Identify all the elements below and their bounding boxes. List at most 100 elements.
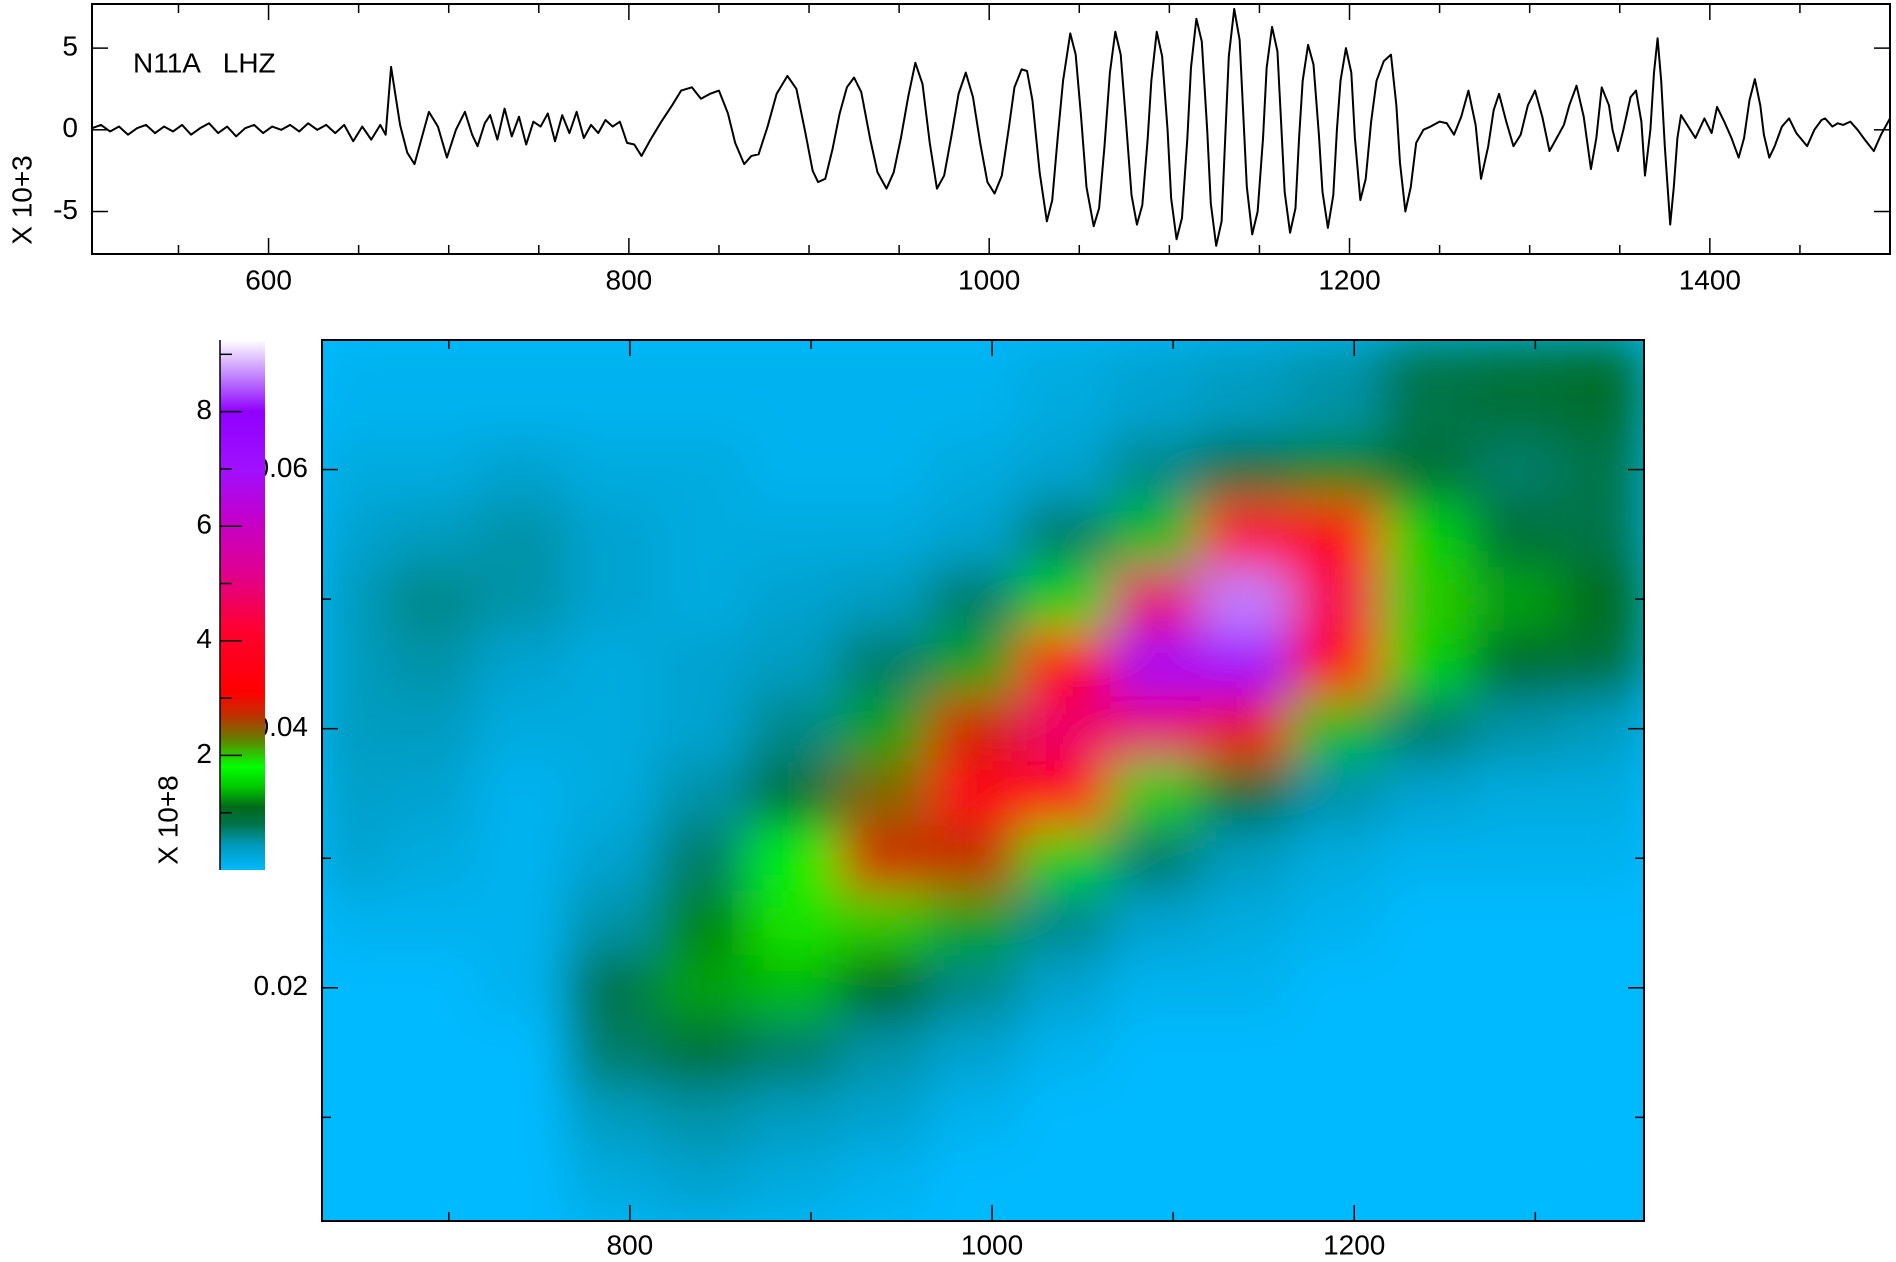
heatmap-cell xyxy=(1562,1084,1644,1151)
heatmap-cell xyxy=(385,1020,477,1086)
heatmap-cell xyxy=(566,1020,658,1086)
heatmap-cell xyxy=(322,566,386,633)
heatmap-cell xyxy=(1109,955,1201,1021)
heatmap-cell xyxy=(1290,437,1382,503)
heatmap-cell xyxy=(1109,340,1201,438)
heatmap-cell xyxy=(1200,566,1292,633)
heatmap-cell xyxy=(1019,340,1111,438)
heatmap-cell xyxy=(1109,1084,1201,1151)
heatmap-cell xyxy=(1200,955,1292,1021)
heatmap-cell xyxy=(475,1084,567,1151)
heatmap-cell xyxy=(1381,1020,1473,1086)
heatmap-cell xyxy=(838,631,930,697)
heatmap-cell xyxy=(1109,437,1201,503)
heatmap-cell xyxy=(928,566,1020,633)
heatmap-cell xyxy=(1200,501,1292,568)
heatmap-cell xyxy=(566,890,658,956)
heatmap-cell xyxy=(475,437,567,503)
heatmap-cell xyxy=(1019,696,1111,762)
heatmap-cell xyxy=(928,501,1020,568)
heatmap-cell xyxy=(1381,1149,1473,1221)
heatmap-cell xyxy=(385,890,477,956)
heatmap-cell xyxy=(322,631,386,697)
heatmap-cell xyxy=(1200,340,1292,438)
heatmap-cell xyxy=(928,631,1020,697)
heatmap-cell xyxy=(1381,437,1473,503)
heatmap-cell xyxy=(566,631,658,697)
heatmap-cell xyxy=(928,955,1020,1021)
heatmap-cell xyxy=(1471,437,1564,503)
x-tick-label: 1000 xyxy=(958,264,1020,295)
heatmap-cell xyxy=(1200,631,1292,697)
heatmap-cell xyxy=(1290,340,1382,438)
heatmap-cell xyxy=(566,1149,658,1221)
heatmap-cell xyxy=(566,566,658,633)
heatmap-cell xyxy=(1290,501,1382,568)
heatmap-cell xyxy=(1471,761,1564,827)
heatmap-cell xyxy=(385,761,477,827)
heatmap-cell xyxy=(566,955,658,1021)
heatmap-cell xyxy=(928,340,1020,438)
heatmap-cell xyxy=(747,761,839,827)
heatmap-cell xyxy=(1109,1020,1201,1086)
heatmap-cell xyxy=(1019,761,1111,827)
heatmap-cell xyxy=(322,340,386,438)
heatmap-cell xyxy=(1109,825,1201,892)
heatmap-cell xyxy=(1290,825,1382,892)
colorbar xyxy=(220,340,265,870)
heatmap-cell xyxy=(475,955,567,1021)
heatmap-cell xyxy=(1381,1084,1473,1151)
heatmap-cell xyxy=(475,1149,567,1221)
heatmap-cell xyxy=(657,696,749,762)
heatmap-cell xyxy=(322,890,386,956)
heatmap-cell xyxy=(1381,890,1473,956)
y-tick-label: 5 xyxy=(62,31,78,62)
heatmap-cell xyxy=(475,1020,567,1086)
heatmap-cell xyxy=(1471,1084,1564,1151)
heatmap-cell xyxy=(928,761,1020,827)
heatmap-cell xyxy=(1109,761,1201,827)
heatmap-cell xyxy=(566,501,658,568)
heatmap-cell xyxy=(1381,631,1473,697)
heatmap-cell xyxy=(385,566,477,633)
heatmap-cell xyxy=(1471,696,1564,762)
heatmap-cell xyxy=(1109,696,1201,762)
heatmap-cell xyxy=(566,437,658,503)
heatmap-cell xyxy=(657,955,749,1021)
heatmap-cell xyxy=(475,761,567,827)
heatmap-cell xyxy=(747,825,839,892)
heatmap-cell xyxy=(838,890,930,956)
heatmap-cell xyxy=(1381,501,1473,568)
heatmap-cell xyxy=(385,340,477,438)
y-tick-label: 0 xyxy=(62,112,78,143)
heatmap-cell xyxy=(1019,1020,1111,1086)
heatmap-cell xyxy=(1562,1020,1644,1086)
heatmap-cell xyxy=(1562,631,1644,697)
plot-frame xyxy=(321,339,1645,1222)
heatmap-cell xyxy=(322,501,386,568)
heatmap-cell xyxy=(838,696,930,762)
heatmap-cell xyxy=(1109,501,1201,568)
heatmap-cell xyxy=(566,696,658,762)
heatmap-cell xyxy=(838,825,930,892)
heatmap-cell xyxy=(1019,1149,1111,1221)
heatmap-cell xyxy=(1109,631,1201,697)
heatmap-cell xyxy=(475,501,567,568)
heatmap-cell xyxy=(322,825,386,892)
heatmap-cell xyxy=(566,825,658,892)
heatmap-cell xyxy=(838,501,930,568)
heatmap-cell xyxy=(1381,566,1473,633)
heatmap-cell xyxy=(1019,890,1111,956)
heatmap-cell xyxy=(1381,955,1473,1021)
heatmap-cell xyxy=(928,825,1020,892)
heatmap-cell xyxy=(1562,1149,1644,1221)
heatmap-cell xyxy=(322,1149,386,1221)
heatmap-cell xyxy=(1381,696,1473,762)
heatmap-cell xyxy=(657,761,749,827)
heatmap-cell xyxy=(1290,890,1382,956)
heatmap-cell xyxy=(1562,761,1644,827)
heatmap-cell xyxy=(475,340,567,438)
heatmap-cell xyxy=(1471,825,1564,892)
heatmap-cell xyxy=(1019,566,1111,633)
